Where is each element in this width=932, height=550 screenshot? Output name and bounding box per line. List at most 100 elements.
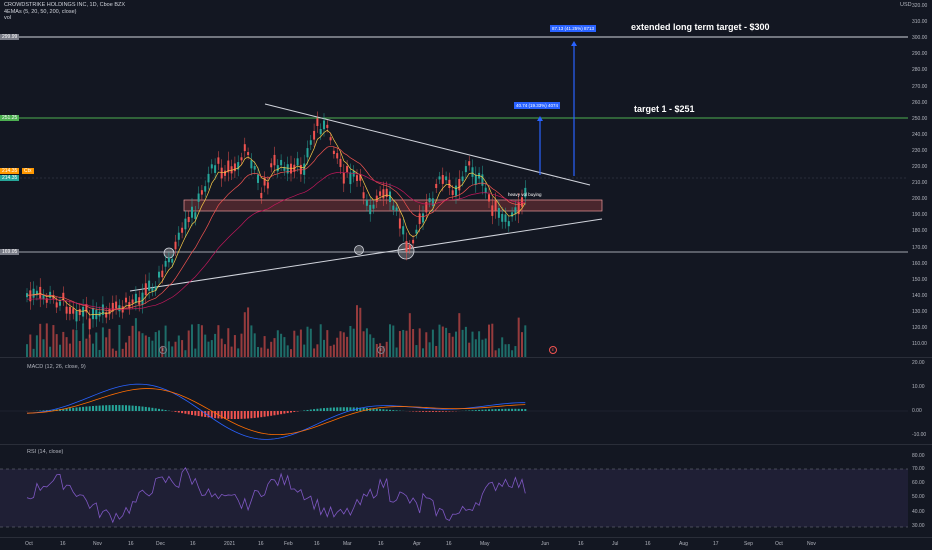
macd-hist-bar <box>158 408 160 411</box>
macd-hist-bar <box>481 409 484 411</box>
macd-hist-bar <box>121 405 124 411</box>
volume-bar <box>118 324 121 357</box>
volume-bar <box>438 324 441 357</box>
time-axis-tick: Mar <box>343 541 352 547</box>
macd-hist-bar <box>134 405 137 411</box>
volume-bar <box>385 341 388 357</box>
candle-body <box>369 204 372 215</box>
volume-bar <box>233 335 236 357</box>
macd-hist-bar <box>88 406 91 411</box>
time-axis-tick: Dec <box>156 541 165 547</box>
volume-bar <box>82 323 85 357</box>
volume-bar <box>266 348 269 357</box>
pane-separator[interactable] <box>0 444 932 445</box>
rsi-label[interactable]: RSI (14, close) <box>27 449 64 455</box>
pane-separator[interactable] <box>0 357 932 358</box>
candle-body <box>392 205 395 210</box>
volume-bar <box>240 333 243 357</box>
candle-body <box>39 286 42 299</box>
volume-bar <box>158 330 160 357</box>
macd-hist-bar <box>200 411 203 417</box>
volume-bar <box>418 328 421 357</box>
candle-body <box>210 164 213 169</box>
candle-body <box>514 207 517 215</box>
descending-trendline <box>264 103 591 186</box>
macd-hist-bar <box>316 408 319 411</box>
volume-bar <box>286 345 289 357</box>
macd-hist-bar <box>471 410 474 411</box>
macd-hist-bar <box>425 411 428 412</box>
candle-body <box>283 166 286 171</box>
candle-body <box>148 280 151 291</box>
macd-hist-bar <box>125 405 127 411</box>
volume-bar <box>257 346 259 357</box>
price-axis-label: 310.00 <box>912 19 928 26</box>
vol-indicator-label[interactable]: vol <box>4 15 12 21</box>
macd-hist-bar <box>270 411 273 416</box>
volume-bar <box>392 325 395 357</box>
macd-label[interactable]: MACD (12, 26, close, 9) <box>27 364 86 370</box>
volume-bar <box>270 341 273 357</box>
macd-hist-bar <box>468 410 471 411</box>
volume-bar <box>415 345 418 357</box>
earnings-marker-icon[interactable]: E <box>549 346 557 354</box>
rsi-axis-label: 60.00 <box>912 480 925 486</box>
candle-body <box>445 176 448 181</box>
candle-body <box>425 202 428 213</box>
candle-body <box>59 301 61 306</box>
extended-measure-box[interactable]: 87.13 (41.25%) 8713 <box>550 25 597 32</box>
candle-body <box>415 229 418 234</box>
candle-body <box>306 148 309 158</box>
earnings-marker-icon[interactable]: E <box>159 346 167 354</box>
price-axis-label: 290.00 <box>912 51 928 58</box>
volume-bar <box>250 325 253 357</box>
candle-body <box>108 308 111 315</box>
volume-bar <box>224 344 226 357</box>
candle-body <box>491 205 494 216</box>
ema-indicator-label[interactable]: 4EMAs (5, 20, 50, 200, close) <box>4 8 77 15</box>
symbol-title[interactable]: CROWDSTRIKE HOLDINGS INC, 1D, Cboe BZX <box>4 2 126 8</box>
volume-bar <box>488 324 490 357</box>
volume-bar <box>128 335 131 357</box>
macd-hist-bar <box>488 409 490 411</box>
candle-body <box>240 157 243 161</box>
macd-hist-bar <box>151 407 154 411</box>
macd-hist-bar <box>342 407 345 411</box>
macd-hist-bar <box>303 410 306 411</box>
macd-axis-label: 20.00 <box>912 360 925 366</box>
macd-hist-bar <box>161 409 164 411</box>
macd-hist-bar <box>323 408 325 411</box>
macd-hist-bar <box>243 411 246 419</box>
macd-hist-bar <box>108 405 111 411</box>
tag-current2: 214.35 <box>0 175 20 181</box>
candle-body <box>464 166 467 173</box>
candle-body <box>45 298 48 303</box>
candle-body <box>194 212 197 219</box>
target1-text[interactable]: target 1 - $251 <box>634 104 695 114</box>
candle-body <box>141 292 144 305</box>
macd-hist-bar <box>428 411 431 412</box>
macd-hist-bar <box>306 409 309 411</box>
macd-hist-bar <box>389 409 391 411</box>
volume-bar <box>339 331 342 357</box>
volume-bar <box>105 337 108 357</box>
macd-hist-bar <box>280 411 283 415</box>
macd-hist-bar <box>105 405 108 411</box>
candle-body <box>501 213 504 222</box>
price-axis-label: 120.00 <box>912 325 928 331</box>
heavy-vol-text[interactable]: heavy vol buying <box>508 192 542 197</box>
earnings-marker-icon[interactable]: E <box>377 346 385 354</box>
extended-target-text[interactable]: extended long term target - $300 <box>631 22 770 32</box>
volume-bar <box>164 325 167 357</box>
time-axis-separator <box>0 537 932 538</box>
macd-hist-bar <box>431 411 434 412</box>
macd-hist-bar <box>98 405 101 411</box>
volume-bar <box>187 330 190 357</box>
candle-body <box>174 241 177 250</box>
time-axis-tick: 16 <box>578 541 584 547</box>
target1-measure-box[interactable]: 40.74 (19.33%) 4074 <box>514 102 561 109</box>
volume-bar <box>217 325 220 357</box>
